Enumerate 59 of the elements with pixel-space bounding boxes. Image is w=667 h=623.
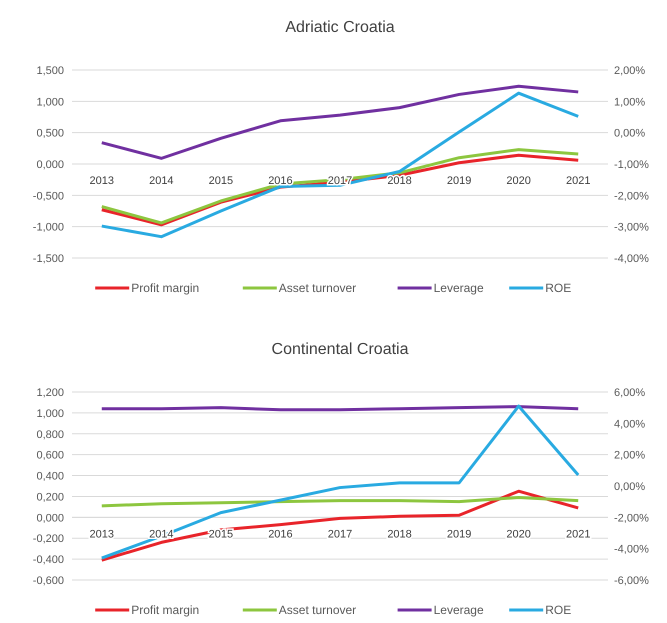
- y2-tick-label: -1,00%: [614, 159, 650, 171]
- y2-tick-label: 2,00%: [614, 450, 646, 462]
- legend-label: Profit margin: [131, 603, 200, 617]
- y-tick-label: 0,800: [36, 428, 64, 441]
- chart-title: Continental Croatia: [272, 341, 409, 358]
- x-tick-label: 2015: [208, 528, 234, 540]
- y-tick-label: 0,000: [36, 159, 64, 171]
- legend-label: Profit margin: [131, 281, 200, 295]
- x-tick-label: 2018: [387, 175, 412, 187]
- y-tick-label: 1,500: [36, 65, 64, 77]
- legend-label: Asset turnover: [278, 281, 356, 295]
- x-tick-label: 2019: [446, 528, 472, 540]
- y-tick-label: 0,600: [36, 450, 64, 462]
- y-tick-label: 1,000: [36, 408, 64, 420]
- line-series: [100, 496, 580, 508]
- x-tick-label: 2019: [446, 175, 472, 187]
- y2-tick-label: 2,00%: [614, 65, 646, 77]
- y-tick-label: 0,200: [36, 491, 64, 504]
- y-tick-label: -1,500: [32, 253, 64, 265]
- y2-tick-label: -3,00%: [614, 222, 650, 234]
- y2-tick-label: 4,00%: [614, 418, 646, 430]
- x-tick-label: 2020: [506, 175, 531, 187]
- y-tick-label: 0,500: [36, 128, 64, 140]
- y-tick-label: -0,500: [32, 190, 64, 202]
- y2-tick-label: 0,00%: [614, 128, 646, 140]
- legend-label: ROE: [545, 281, 572, 295]
- x-tick-label: 2014: [149, 175, 174, 187]
- x-tick-label: 2013: [90, 528, 114, 540]
- x-tick-label: 2020: [506, 528, 531, 540]
- y-tick-label: -0,600: [32, 575, 64, 587]
- legend-label: ROE: [545, 603, 572, 617]
- y-tick-label: 1,200: [36, 387, 64, 399]
- y2-tick-label: -4,00%: [614, 253, 650, 265]
- y2-tick-label: -2,00%: [614, 512, 650, 524]
- x-tick-label: 2017: [328, 528, 352, 540]
- x-tick-label: 2015: [208, 175, 234, 187]
- y-tick-label: 1,000: [36, 96, 64, 108]
- line-series: [100, 84, 580, 160]
- legend-label: Asset turnover: [278, 603, 356, 617]
- y2-tick-label: 1,00%: [614, 96, 646, 108]
- x-tick-label: 2021: [566, 175, 590, 187]
- y-tick-label: -0,400: [32, 554, 64, 566]
- legend-label: Leverage: [434, 281, 484, 295]
- y-tick-label: 0,000: [36, 512, 64, 524]
- x-tick-label: 2018: [387, 528, 412, 540]
- legend-label: Leverage: [434, 603, 484, 617]
- y2-tick-label: 0,00%: [614, 481, 646, 493]
- y2-tick-label: -2,00%: [614, 190, 650, 202]
- y-tick-label: 0,400: [36, 470, 64, 483]
- y2-tick-label: 6,00%: [614, 387, 646, 399]
- x-tick-label: 2017: [328, 175, 352, 187]
- y-tick-label: -0,200: [32, 533, 64, 546]
- x-tick-label: 2021: [566, 528, 590, 540]
- chart-title: Adriatic Croatia: [285, 19, 395, 36]
- y-tick-label: -1,000: [32, 222, 64, 234]
- y2-tick-label: -4,00%: [614, 544, 650, 556]
- x-tick-label: 2016: [268, 528, 293, 540]
- x-tick-label: 2013: [90, 175, 114, 187]
- y2-tick-label: -6,00%: [614, 575, 650, 587]
